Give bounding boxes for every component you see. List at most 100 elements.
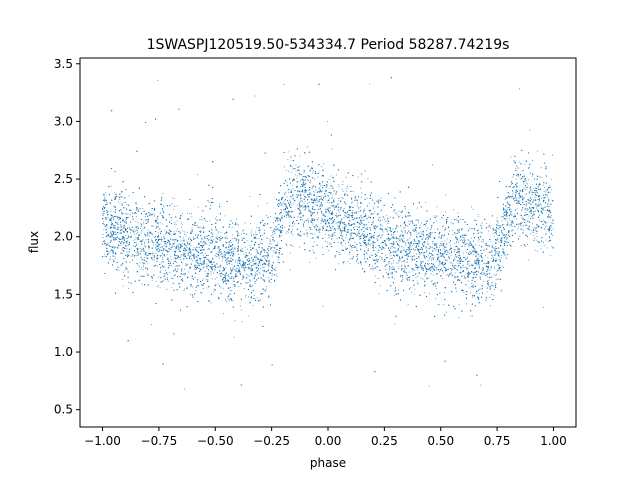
data-point [217,231,219,233]
data-point [255,255,257,257]
data-point [114,256,116,258]
data-point [173,209,175,211]
data-point [257,205,259,207]
data-point [439,255,441,257]
data-point [429,235,431,237]
data-point [375,261,377,263]
data-point [517,167,519,169]
data-point [511,225,513,227]
data-point [211,250,213,253]
data-point [431,260,433,262]
data-point [247,315,249,317]
data-point [254,282,256,285]
data-point [137,264,139,266]
data-point [454,308,456,310]
data-point [274,281,276,283]
data-point [363,234,365,236]
data-point [423,236,425,238]
data-point [536,225,538,227]
data-point [111,233,114,236]
data-point [230,242,232,244]
data-point [304,187,306,189]
data-point [355,235,358,237]
data-point [433,274,435,276]
data-point [285,216,287,218]
data-point [545,191,547,193]
data-point [186,241,188,243]
data-point [216,238,218,240]
data-point [533,214,536,216]
data-point [243,266,245,268]
data-point [104,200,106,202]
data-point [124,269,126,271]
data-point [457,230,459,232]
data-point [422,278,424,280]
data-point [135,233,137,235]
data-point [456,251,458,253]
data-point [207,254,209,256]
data-point [232,254,234,256]
data-point [168,241,170,244]
data-point [536,239,538,241]
data-point [163,206,165,208]
data-point [176,205,178,207]
data-point [346,214,348,216]
data-point [183,255,185,257]
data-point [552,222,554,224]
data-point [511,214,513,216]
data-point [350,233,353,235]
data-point [145,239,147,241]
data-point [310,212,312,214]
data-point [516,218,518,220]
data-point [218,219,220,221]
data-point [303,202,305,204]
data-point [491,255,493,257]
data-point [454,232,456,234]
data-point [342,180,344,182]
data-point [366,197,368,199]
data-point [182,274,184,276]
data-point [369,83,371,85]
data-point [276,275,278,277]
data-point [512,195,514,197]
data-point [370,227,372,229]
data-point [450,255,452,257]
data-point [535,226,537,228]
data-point [422,266,424,268]
data-point [311,166,313,169]
data-point [449,245,452,247]
data-point [263,248,265,250]
data-point [229,250,231,252]
data-point [302,184,304,186]
data-point [224,255,226,257]
data-point [468,243,470,245]
data-point [255,260,257,262]
data-point [454,264,456,267]
data-point [126,245,128,247]
data-point [440,235,443,237]
data-point [190,250,192,252]
data-point [522,226,524,228]
data-point [223,279,225,281]
data-point [184,268,186,270]
data-point [386,230,388,232]
data-point [128,195,130,197]
data-point [406,278,408,280]
data-point [390,255,392,257]
data-point [277,261,279,263]
data-point [199,252,201,254]
data-point [139,227,142,229]
data-point [156,256,158,258]
data-point [516,207,518,209]
data-point [331,210,333,212]
data-point [408,271,410,273]
data-point [256,273,258,275]
data-point [483,280,485,282]
data-point [490,254,493,256]
data-point [328,237,330,239]
data-point [396,242,398,245]
data-point [454,259,456,261]
data-point [357,202,359,204]
data-point [147,262,149,264]
data-point [259,273,261,275]
